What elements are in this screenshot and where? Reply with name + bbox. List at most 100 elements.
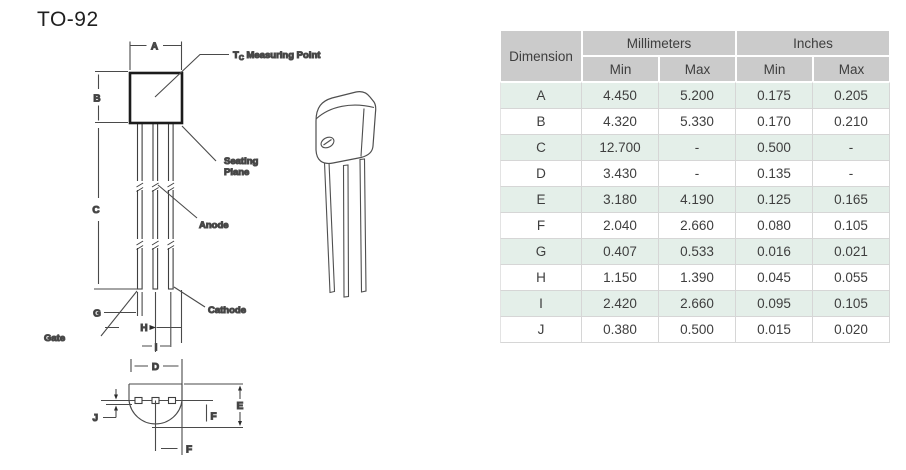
lead-right: [167, 122, 174, 290]
dim-label-g: G: [93, 309, 101, 320]
seating-plane-label-1: Seating: [224, 156, 259, 167]
cell-dim: A: [500, 82, 582, 109]
col-header-in-min: Min: [736, 56, 814, 82]
cell-dim: C: [500, 135, 582, 161]
cell-in-max: 0.021: [813, 239, 891, 265]
table-row: A 4.450 5.200 0.175 0.205: [500, 82, 891, 109]
cell-mm-min: 0.380: [582, 317, 659, 343]
cell-mm-min: 4.320: [582, 109, 659, 135]
seating-plane-label-2: Plane: [224, 167, 249, 178]
dimension-g: G: [93, 292, 143, 329]
bottom-view-drawing: D J: [92, 359, 244, 456]
page-title: TO-92: [37, 8, 99, 31]
cell-mm-max: 5.200: [659, 82, 737, 109]
table-row: I 2.420 2.660 0.095 0.105: [500, 291, 891, 317]
cell-dim: J: [500, 317, 582, 343]
cell-mm-min: 12.700: [582, 135, 659, 161]
table-row: C 12.700 - 0.500 -: [500, 135, 891, 161]
tc-sub: C: [239, 55, 244, 62]
package-drawing: A B C TC Measuring Point Seating Pla: [43, 41, 377, 456]
cell-in-max: 0.205: [813, 82, 891, 109]
anode-callout: Anode: [157, 184, 229, 232]
dimension-i: I: [142, 342, 170, 354]
cell-in-max: 0.210: [813, 109, 891, 135]
iso-leads: [323, 158, 367, 298]
tc-t: T: [233, 50, 239, 61]
cell-mm-max: -: [659, 135, 737, 161]
cell-dim: I: [500, 291, 582, 317]
dim-label-b: B: [93, 94, 100, 105]
cell-dim: D: [500, 161, 582, 187]
cell-mm-min: 2.420: [582, 291, 659, 317]
cell-mm-min: 1.150: [582, 265, 659, 291]
dimension-f-upper: F: [205, 404, 217, 423]
cell-mm-min: 0.407: [582, 239, 659, 265]
dim-label-h: H: [140, 323, 147, 334]
cell-in-max: 0.020: [813, 317, 891, 343]
dim-label-a: A: [151, 42, 158, 53]
dim-label-f-upper: F: [211, 412, 217, 423]
front-view-drawing: A B C TC Measuring Point Seating Pla: [43, 41, 321, 354]
iso-top-edge: [315, 104, 375, 120]
cell-mm-max: 1.390: [659, 265, 737, 291]
tc-measuring-point-label: TC Measuring Point: [233, 50, 321, 62]
cell-mm-min: 3.180: [582, 187, 659, 213]
lead-middle: [152, 122, 159, 290]
cell-in-min: 0.175: [736, 82, 814, 109]
col-header-dimension: Dimension: [500, 30, 582, 82]
col-header-millimeters: Millimeters: [582, 30, 737, 56]
table-row: E 3.180 4.190 0.125 0.165: [500, 187, 891, 213]
col-header-inches: Inches: [736, 30, 891, 56]
dim-label-j: J: [93, 413, 99, 424]
cell-mm-min: 2.040: [582, 213, 659, 239]
cell-in-min: 0.095: [736, 291, 814, 317]
dim-label-c: C: [92, 205, 99, 216]
cell-mm-max: 2.660: [659, 213, 737, 239]
cell-mm-max: 0.533: [659, 239, 737, 265]
tc-rest: Measuring Point: [244, 50, 321, 61]
table-row: D 3.430 - 0.135 -: [500, 161, 891, 187]
col-header-mm-max: Max: [659, 56, 737, 82]
iso-view-drawing: [315, 90, 377, 298]
cell-mm-max: -: [659, 161, 737, 187]
cell-in-min: 0.170: [736, 109, 814, 135]
table-row: J 0.380 0.500 0.015 0.020: [500, 317, 891, 343]
cell-dim: H: [500, 265, 582, 291]
cell-mm-max: 4.190: [659, 187, 737, 213]
table-row: F 2.040 2.660 0.080 0.105: [500, 213, 891, 239]
dim-label-e: E: [237, 401, 244, 412]
cell-mm-max: 2.660: [659, 291, 737, 317]
dim-label-d: D: [152, 362, 159, 373]
iso-hole: [320, 136, 335, 149]
gate-label: Gate: [44, 333, 65, 344]
cell-in-max: 0.055: [813, 265, 891, 291]
dim-label-i: I: [155, 343, 158, 354]
cell-mm-min: 4.450: [582, 82, 659, 109]
seating-plane-callout: Seating Plane: [181, 125, 259, 179]
table-row: B 4.320 5.330 0.170 0.210: [500, 109, 891, 135]
iso-side-crease: [360, 108, 365, 157]
cell-in-max: -: [813, 135, 891, 161]
cell-in-max: 0.165: [813, 187, 891, 213]
cell-dim: G: [500, 239, 582, 265]
dimension-table-container: Dimension Millimeters Inches Min Max Min…: [500, 30, 891, 343]
cell-dim: B: [500, 109, 582, 135]
dimension-f-lower: F: [154, 359, 193, 456]
iso-body: [315, 90, 377, 165]
dimension-d: D: [130, 359, 179, 374]
cell-mm-min: 3.430: [582, 161, 659, 187]
lead-break-marks: [136, 181, 175, 250]
cell-in-min: 0.135: [736, 161, 814, 187]
cell-in-min: 0.045: [736, 265, 814, 291]
dimension-h: H: [140, 290, 183, 352]
cell-dim: E: [500, 187, 582, 213]
dimension-table: Dimension Millimeters Inches Min Max Min…: [500, 30, 891, 343]
dimension-b: B: [93, 70, 128, 124]
cell-mm-max: 5.330: [659, 109, 737, 135]
cell-in-min: 0.015: [736, 317, 814, 343]
col-header-in-max: Max: [813, 56, 891, 82]
table-row: G 0.407 0.533 0.016 0.021: [500, 239, 891, 265]
dimension-j: J: [92, 389, 118, 425]
table-row: H 1.150 1.390 0.045 0.055: [500, 265, 891, 291]
cell-mm-max: 0.500: [659, 317, 737, 343]
